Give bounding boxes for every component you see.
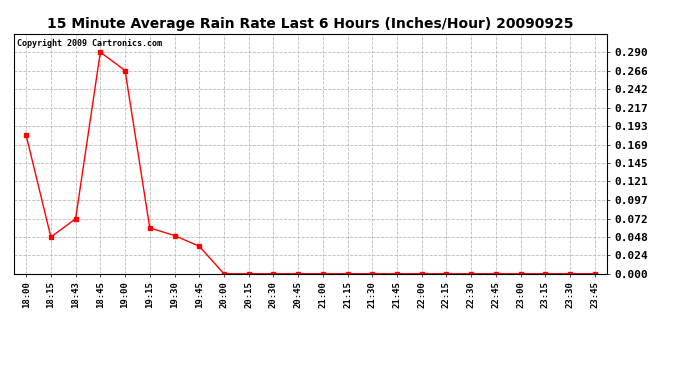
Title: 15 Minute Average Rain Rate Last 6 Hours (Inches/Hour) 20090925: 15 Minute Average Rain Rate Last 6 Hours… [47, 17, 574, 31]
Text: Copyright 2009 Cartronics.com: Copyright 2009 Cartronics.com [17, 39, 161, 48]
